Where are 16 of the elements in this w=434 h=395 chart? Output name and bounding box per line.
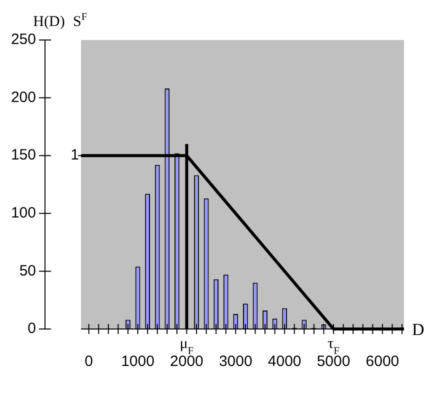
x-tick-label: 0	[84, 353, 93, 370]
x-axis-title: D	[412, 320, 424, 339]
x-tick-label: 4000	[268, 353, 302, 370]
y2-tick-label: 1	[70, 146, 79, 164]
y-axis-title: H(D)	[33, 14, 65, 30]
x-tick-label: 2000	[170, 353, 204, 370]
x-tick-label: 3000	[218, 353, 252, 370]
y-tick-label: 250	[10, 31, 36, 48]
y-tick-label: 0	[28, 320, 36, 338]
x-tick-label: 5000	[316, 353, 350, 370]
x-tick-label: 6000	[366, 353, 400, 370]
x-tick-label: 1000	[121, 353, 154, 370]
y-tick-label: 100	[10, 204, 36, 222]
y-tick-label: 50	[19, 262, 36, 280]
y-tick-label: 150	[10, 146, 36, 164]
y-tick-label: 200	[10, 88, 36, 106]
